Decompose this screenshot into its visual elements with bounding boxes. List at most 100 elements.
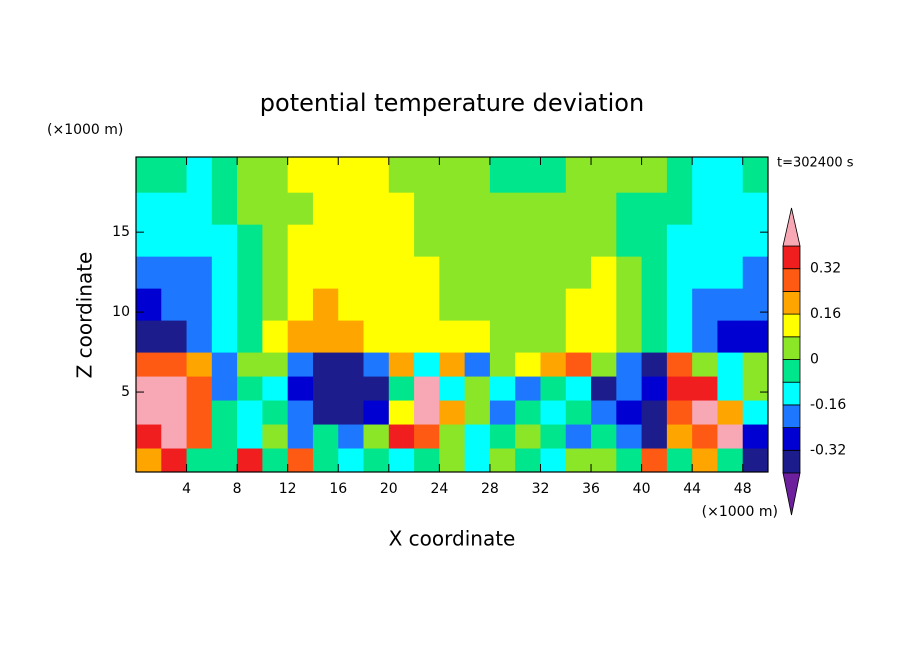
contour-cell bbox=[338, 256, 365, 289]
contour-cell bbox=[312, 320, 339, 353]
contour-cell bbox=[489, 376, 516, 401]
contour-cell bbox=[338, 288, 365, 321]
contour-cell bbox=[186, 424, 213, 449]
contour-cell bbox=[312, 400, 339, 425]
contour-cell bbox=[262, 320, 289, 353]
contour-cell bbox=[692, 400, 718, 425]
contour-cell bbox=[515, 448, 541, 473]
contour-cell bbox=[616, 448, 643, 473]
contour-cell bbox=[211, 352, 238, 377]
contour-cell bbox=[515, 320, 541, 353]
contour-cell bbox=[237, 400, 263, 425]
contour-cell bbox=[666, 400, 693, 425]
contour-cell bbox=[439, 376, 466, 401]
colorbar-label: 0.16 bbox=[810, 306, 841, 322]
colorbar-label: 0.32 bbox=[810, 261, 841, 277]
x-tick-label: 44 bbox=[683, 481, 701, 497]
contour-cell bbox=[489, 288, 516, 321]
contour-cell bbox=[464, 256, 491, 289]
contour-cell bbox=[338, 376, 365, 401]
contour-cell bbox=[616, 192, 643, 225]
contour-cell bbox=[388, 157, 415, 193]
contour-cell bbox=[641, 376, 668, 401]
contour-cell bbox=[237, 256, 263, 289]
axes: 0.320.160-0.16-0.324 8 12 16 20 24 28 32 36 40 44 4… bbox=[112, 156, 846, 497]
contour-cell bbox=[338, 192, 365, 225]
contour-cell bbox=[287, 320, 314, 353]
contour-cell bbox=[717, 352, 744, 377]
contour-cell bbox=[186, 448, 213, 473]
contour-cell bbox=[666, 448, 693, 473]
contour-cell bbox=[262, 424, 289, 449]
contour-cell bbox=[717, 400, 744, 425]
colorbar-box bbox=[782, 313, 801, 338]
contour-cell bbox=[237, 352, 263, 377]
contour-cell bbox=[464, 448, 491, 473]
contour-cell bbox=[388, 376, 415, 401]
contour-cell bbox=[515, 400, 541, 425]
contour-cell bbox=[363, 192, 390, 225]
contour-cell bbox=[312, 448, 339, 473]
contour-cell bbox=[641, 400, 668, 425]
contour-cell bbox=[717, 224, 744, 257]
contour-cell bbox=[211, 400, 238, 425]
contour-cell bbox=[692, 256, 718, 289]
contour-cell bbox=[641, 288, 668, 321]
contour-cell bbox=[565, 157, 592, 193]
contour-cell bbox=[666, 157, 693, 193]
x-axis-label: X coordinate bbox=[389, 527, 516, 551]
contour-cell bbox=[515, 256, 541, 289]
contour-cell bbox=[186, 352, 213, 377]
contour-cell bbox=[237, 157, 263, 193]
contour-cell bbox=[186, 320, 213, 353]
colorbar-label: 0 bbox=[810, 352, 819, 368]
y-tick-label: 5 bbox=[121, 384, 130, 400]
colorbar-box bbox=[782, 359, 801, 383]
colorbar-box bbox=[782, 268, 801, 292]
contour-cell bbox=[211, 376, 238, 401]
contour-cell bbox=[211, 320, 238, 353]
contour-cell bbox=[338, 157, 365, 193]
contour-cell bbox=[186, 288, 213, 321]
contour-cell bbox=[717, 157, 744, 193]
contour-cell bbox=[742, 376, 769, 401]
contour-cell bbox=[641, 424, 668, 449]
contour-cell bbox=[439, 424, 466, 449]
x-tick-label: 48 bbox=[734, 481, 752, 497]
contour-cell bbox=[338, 320, 365, 353]
contour-cell bbox=[641, 224, 668, 257]
contour-cell bbox=[591, 320, 617, 353]
contour-cell bbox=[489, 424, 516, 449]
contour-cell bbox=[262, 157, 289, 193]
contour-cell bbox=[211, 256, 238, 289]
contour-cell bbox=[717, 320, 744, 353]
contour-cell bbox=[565, 400, 592, 425]
contour-cell bbox=[591, 192, 617, 225]
x-tick-label: 8 bbox=[233, 481, 242, 497]
contour-cell bbox=[211, 157, 238, 193]
contour-cell bbox=[717, 192, 744, 225]
contour-cell bbox=[388, 424, 415, 449]
x-tick-label: 36 bbox=[582, 481, 600, 497]
y-tick-label: 10 bbox=[112, 304, 130, 320]
contour-cell bbox=[161, 320, 188, 353]
contour-cell bbox=[666, 376, 693, 401]
contour-cell bbox=[666, 288, 693, 321]
contour-cell bbox=[161, 157, 188, 193]
contour-cell bbox=[414, 400, 440, 425]
contour-cell bbox=[186, 376, 213, 401]
contour-cell bbox=[237, 192, 263, 225]
contour-cell bbox=[136, 192, 162, 225]
contour-cell bbox=[591, 224, 617, 257]
contour-cell bbox=[540, 320, 567, 353]
contour-cell bbox=[692, 288, 718, 321]
contour-cell bbox=[287, 400, 314, 425]
contour-cell bbox=[464, 352, 491, 377]
contour-cell bbox=[464, 400, 491, 425]
contour-cell bbox=[186, 224, 213, 257]
contour-cell bbox=[136, 320, 162, 353]
contour-cell bbox=[464, 320, 491, 353]
contour-cell bbox=[363, 256, 390, 289]
